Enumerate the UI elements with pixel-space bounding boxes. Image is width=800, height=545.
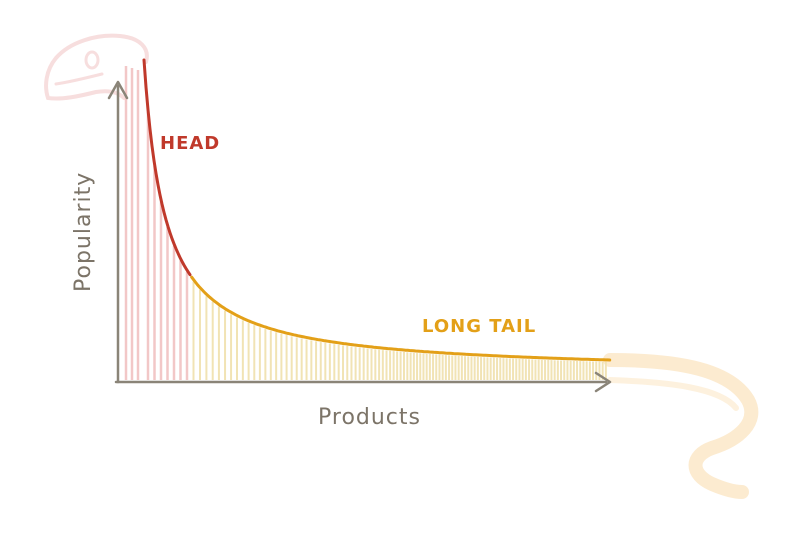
x-axis-label: Products	[318, 405, 421, 430]
long-tail-curve	[190, 275, 612, 362]
popularity-bars	[124, 66, 607, 380]
y-axis-arrow-icon	[107, 80, 129, 100]
y-axis-label: Popularity	[71, 172, 96, 292]
dinosaur-head-illustration	[44, 33, 149, 101]
head-curve	[142, 58, 192, 277]
dinosaur-tail-illustration	[603, 353, 759, 499]
head-annotation: HEAD	[160, 133, 220, 154]
axes	[107, 80, 612, 393]
x-axis-arrow-icon	[594, 371, 612, 393]
long-tail-annotation: LONG TAIL	[422, 316, 536, 337]
